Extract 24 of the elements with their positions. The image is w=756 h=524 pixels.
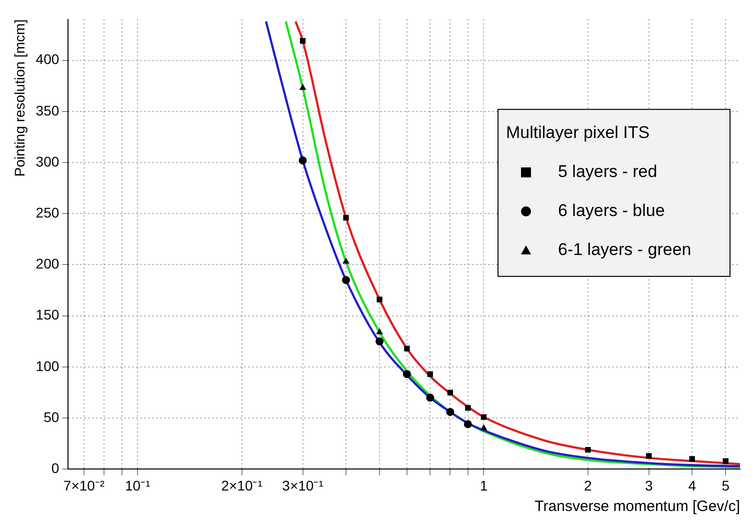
y-axis-title: Pointing resolution [mcm] [11,19,28,177]
y-tick-label: 400 [36,51,60,68]
x-tick-label: 2×10⁻¹ [221,477,263,494]
x-tick-label: 3 [644,477,653,494]
y-tick-label: 200 [36,256,60,272]
y-tick-label: 250 [36,204,60,220]
y-tick-label: 100 [36,358,60,374]
legend-label: 5 layers - red [558,162,658,182]
x-tick-label: 2 [584,477,592,494]
x-tick-label: 10⁻¹ [124,477,151,494]
legend-label: 6 layers - blue [558,201,665,220]
x-axis-title: Transverse momentum [Gev/c] [534,498,740,516]
y-tick-label: 150 [36,306,60,323]
y-tick-label: 0 [51,460,60,476]
y-tick-label: 350 [36,102,60,118]
x-tick-label: 7×10⁻² [63,477,105,494]
legend-title: Multilayer pixel ITS [506,123,650,142]
x-tick-label: 4 [688,477,696,494]
x-tick-label: 1 [480,477,488,494]
y-tick-label: 50 [44,408,60,425]
x-tick-label: 5 [722,477,730,494]
legend-label: 6-1 layers - green [558,240,692,260]
y-tick-label: 300 [36,153,60,170]
x-tick-label: 3×10⁻¹ [282,477,324,494]
